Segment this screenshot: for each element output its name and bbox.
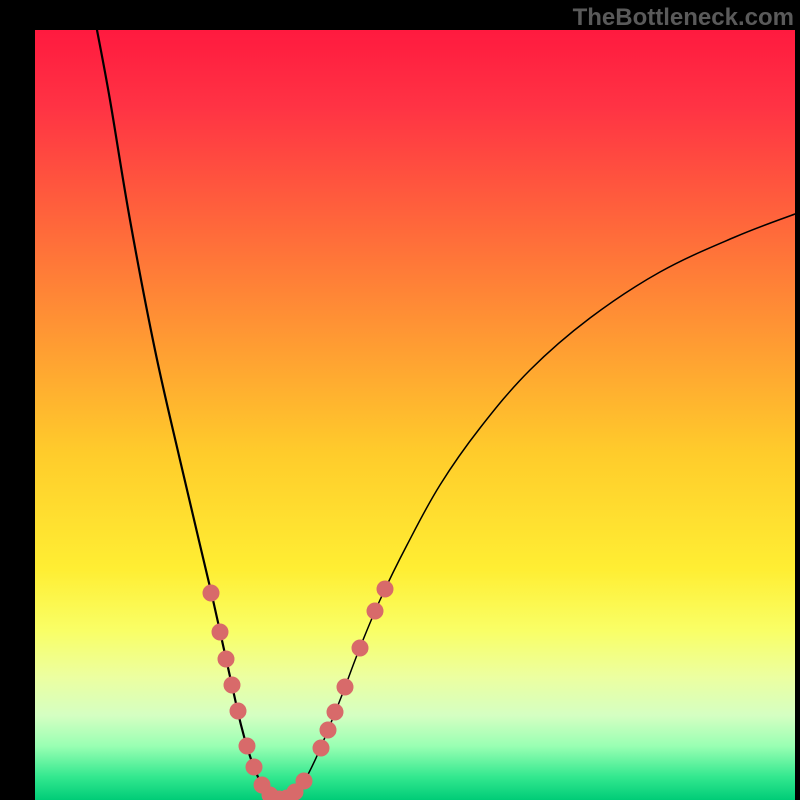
data-marker [246, 759, 262, 775]
watermark-text: TheBottleneck.com [573, 4, 794, 32]
chart-canvas: TheBottleneck.com [0, 0, 800, 800]
bottleneck-curve-svg [35, 30, 795, 800]
data-marker [218, 651, 234, 667]
bottleneck-curve-right [281, 214, 795, 799]
data-marker [377, 581, 393, 597]
data-marker [313, 740, 329, 756]
data-marker [296, 773, 312, 789]
data-marker [337, 679, 353, 695]
data-marker [203, 585, 219, 601]
marker-group [203, 581, 393, 800]
plot-area [35, 30, 795, 800]
bottleneck-curve-left [97, 30, 281, 799]
data-marker [224, 677, 240, 693]
data-marker [212, 624, 228, 640]
data-marker [239, 738, 255, 754]
data-marker [367, 603, 383, 619]
data-marker [352, 640, 368, 656]
data-marker [230, 703, 246, 719]
data-marker [327, 704, 343, 720]
data-marker [320, 722, 336, 738]
